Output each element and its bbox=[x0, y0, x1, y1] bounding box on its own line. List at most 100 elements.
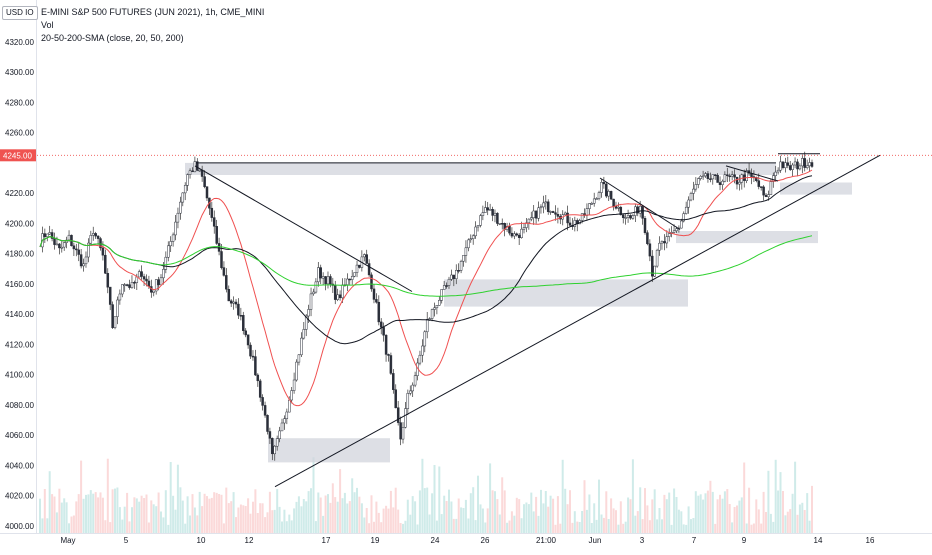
x-tick-label: 9 bbox=[742, 536, 747, 545]
candle-body bbox=[379, 321, 383, 328]
candle-body bbox=[680, 220, 683, 229]
volume-bar bbox=[757, 509, 760, 533]
candle-body bbox=[268, 431, 272, 439]
candle-body bbox=[537, 207, 540, 219]
volume-bar bbox=[160, 511, 162, 533]
volume-bar bbox=[641, 519, 644, 533]
candle-body bbox=[353, 272, 356, 277]
volume-bar bbox=[704, 493, 707, 533]
volume-bar bbox=[394, 487, 397, 533]
volume-bar bbox=[334, 497, 337, 533]
volume-bar bbox=[210, 497, 213, 533]
volume-bar bbox=[806, 493, 809, 533]
candle-body bbox=[239, 315, 243, 317]
sma-50-line bbox=[39, 175, 813, 345]
candle-body bbox=[413, 375, 417, 386]
x-tick-label: 17 bbox=[322, 536, 331, 545]
volume-bar bbox=[109, 522, 112, 533]
volume-bar bbox=[472, 487, 475, 533]
volume-bar bbox=[510, 511, 513, 533]
volume-bar bbox=[706, 490, 709, 533]
candle-body bbox=[121, 284, 124, 295]
volume-bar bbox=[358, 496, 361, 533]
candle-body bbox=[573, 220, 577, 227]
candle-body bbox=[389, 355, 393, 374]
candle-body bbox=[641, 205, 644, 219]
volume-bar bbox=[41, 518, 44, 533]
candle-body bbox=[716, 174, 719, 183]
candle-body bbox=[210, 207, 214, 218]
candle-body bbox=[246, 334, 250, 346]
candle-body bbox=[234, 301, 238, 305]
volume-bar bbox=[460, 507, 463, 533]
sma-200-line bbox=[39, 235, 813, 297]
candle-body bbox=[510, 232, 514, 237]
volume-bar bbox=[486, 508, 489, 533]
candle-body bbox=[704, 173, 707, 177]
volume-bar bbox=[723, 491, 726, 533]
volume-bar bbox=[692, 518, 695, 533]
candle-body bbox=[697, 178, 700, 185]
volume-bar bbox=[327, 494, 329, 533]
volume-bar bbox=[116, 487, 119, 533]
currency-unit-badge[interactable]: USD IO bbox=[2, 6, 38, 20]
candle-body bbox=[113, 316, 117, 328]
volume-bar bbox=[445, 501, 448, 533]
candle-body bbox=[455, 270, 458, 280]
volume-bar bbox=[440, 514, 443, 533]
volume-bar bbox=[126, 492, 129, 533]
last-price-label: 4245.00 bbox=[3, 151, 32, 160]
volume-bar bbox=[193, 507, 196, 533]
candle-body bbox=[297, 354, 301, 363]
candle-body bbox=[776, 169, 780, 173]
volume-bar bbox=[230, 501, 233, 533]
volume-bar bbox=[72, 515, 75, 533]
candle-body bbox=[375, 299, 378, 303]
candle-body bbox=[793, 161, 797, 166]
volume-bar bbox=[414, 501, 417, 533]
volume-bar bbox=[380, 522, 383, 533]
x-tick-label: 14 bbox=[814, 536, 823, 545]
candle-body bbox=[534, 210, 538, 219]
x-tick-label: 21:00 bbox=[536, 536, 557, 545]
volume-bar bbox=[77, 494, 80, 533]
volume-bar bbox=[576, 521, 579, 533]
candle-body bbox=[549, 211, 552, 213]
candle-body bbox=[706, 173, 710, 179]
volume-bar bbox=[46, 518, 49, 533]
y-tick-label: 4040.00 bbox=[5, 462, 34, 471]
volume-bar bbox=[663, 494, 666, 533]
volume-bar bbox=[518, 499, 521, 533]
candle-body bbox=[275, 438, 279, 447]
candle-body bbox=[738, 182, 741, 185]
volume-bar bbox=[232, 492, 235, 533]
volume-bar bbox=[716, 499, 719, 533]
candle-body bbox=[108, 286, 112, 305]
sr-zone bbox=[185, 162, 776, 175]
volume-bar bbox=[702, 499, 705, 533]
candle-body bbox=[404, 408, 407, 428]
volume-bar bbox=[677, 509, 680, 533]
volume-bar bbox=[319, 497, 322, 533]
volume-bar bbox=[203, 493, 206, 533]
y-tick-label: 4180.00 bbox=[5, 250, 34, 259]
candle-body bbox=[137, 271, 141, 278]
volume-bar bbox=[801, 502, 804, 533]
trendline bbox=[274, 154, 881, 488]
volume-bar bbox=[288, 514, 291, 533]
volume-bar bbox=[811, 485, 813, 533]
volume-bar bbox=[762, 491, 765, 533]
y-tick-label: 4280.00 bbox=[5, 98, 34, 107]
candle-body bbox=[363, 254, 366, 258]
volume-bar bbox=[464, 499, 467, 533]
volume-bar bbox=[503, 490, 506, 533]
y-tick-label: 4060.00 bbox=[5, 431, 34, 440]
candle-body bbox=[728, 175, 731, 178]
volume-bar bbox=[777, 490, 780, 533]
volume-bar bbox=[602, 517, 605, 533]
x-tick-label: 5 bbox=[124, 536, 129, 545]
candle-body bbox=[532, 210, 535, 218]
volume-bar bbox=[317, 492, 320, 533]
candle-body bbox=[609, 191, 613, 200]
